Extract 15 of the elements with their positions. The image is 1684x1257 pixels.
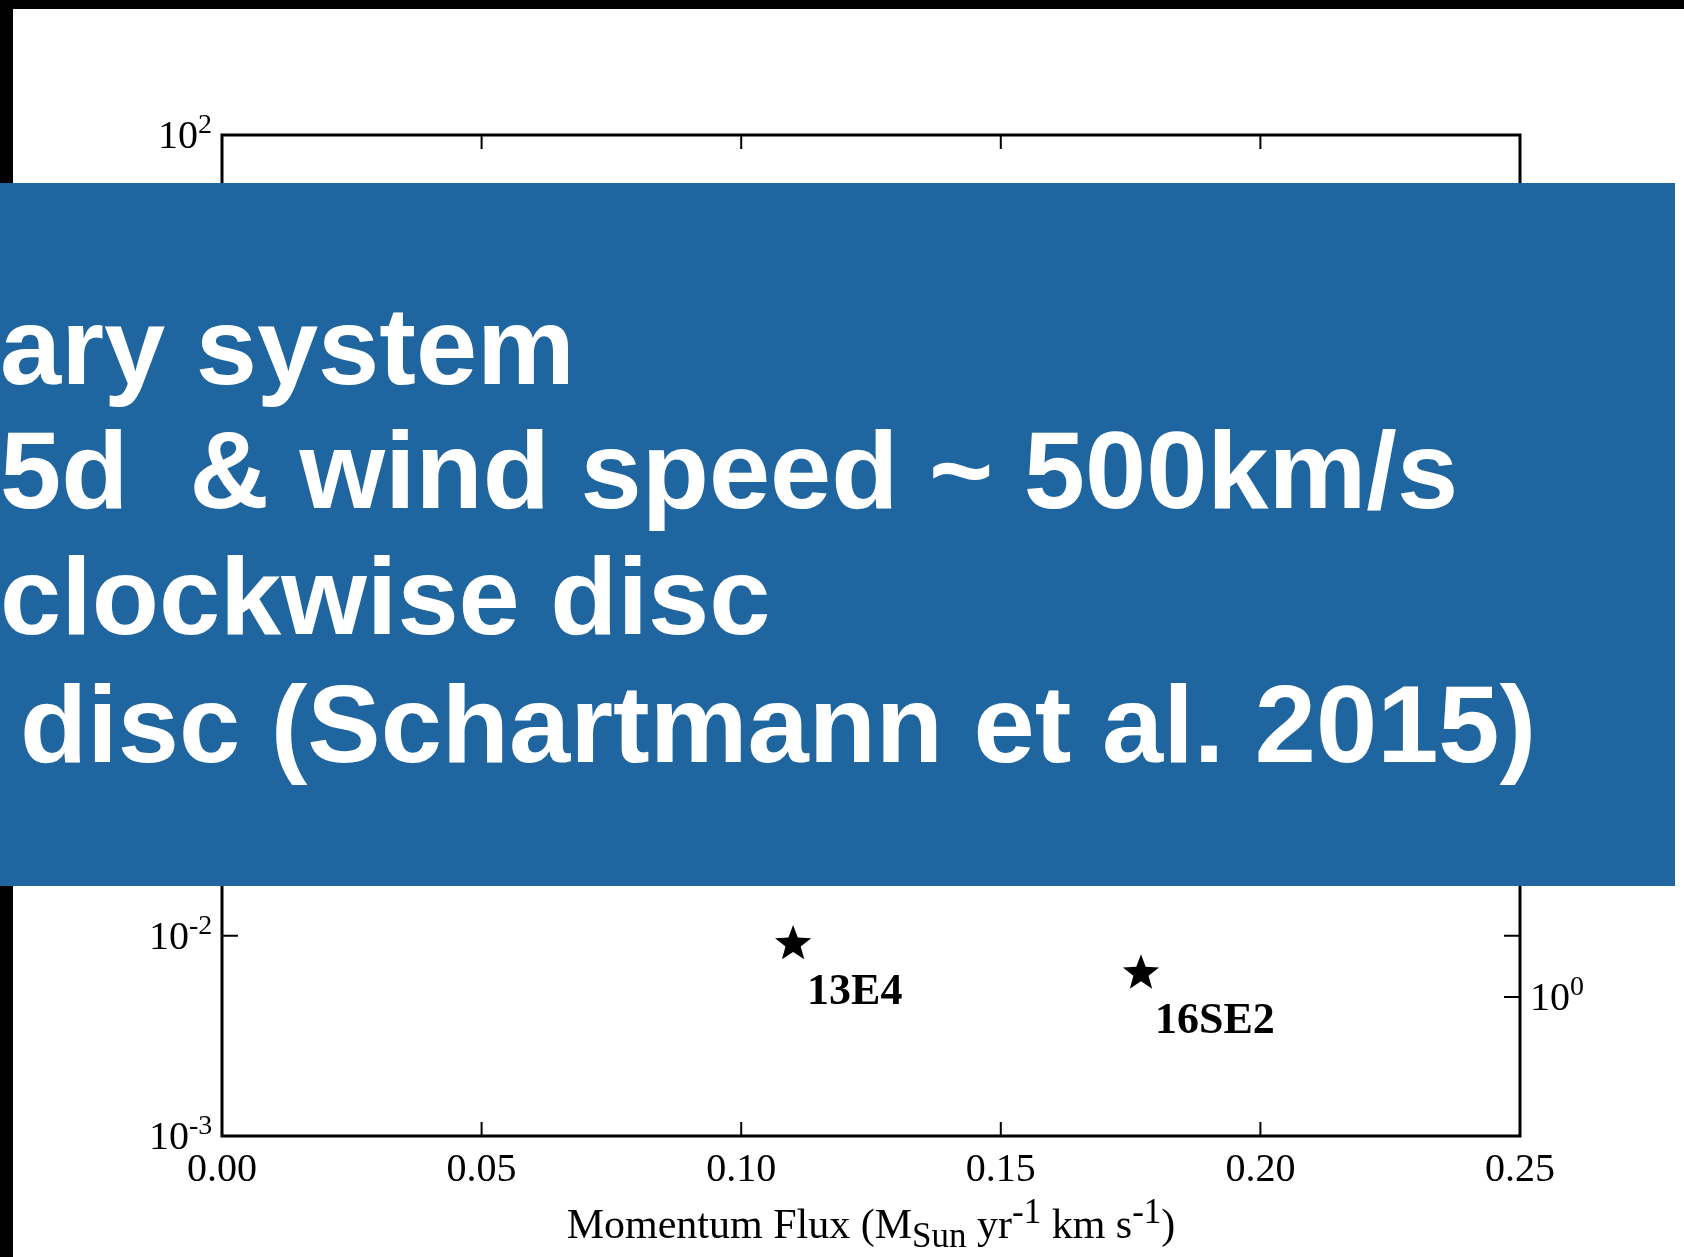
annotation: ary system xyxy=(0,284,575,407)
annotation: 16SE2 xyxy=(1154,994,1275,1044)
text: 10$^{0}$ xyxy=(1530,969,1584,1019)
y-tick-label: 10$^{-2}$ xyxy=(149,908,213,958)
annotation: clockwise disc xyxy=(0,534,771,657)
x-axis-title: Momentum Flux (M$_{Sun}$ yr$^{-1}$ km s$^{-1}$) xyxy=(565,1192,1177,1257)
x-tick-label: 0.10 xyxy=(706,1145,777,1190)
annotation: disc (Schartmann et al. 2015) xyxy=(20,662,1537,785)
x-tick-label: 0.05 xyxy=(446,1145,517,1190)
y-tick-label: 10$^{2}$ xyxy=(158,107,212,157)
x-tick-label: 0.25 xyxy=(1485,1145,1555,1190)
annotation: 5d & wind speed ~ 500km/s xyxy=(0,408,1459,531)
x-tick-label: 0.15 xyxy=(965,1145,1036,1190)
annotation: 13E4 xyxy=(807,965,903,1014)
x-tick-label: 0.20 xyxy=(1225,1145,1296,1190)
